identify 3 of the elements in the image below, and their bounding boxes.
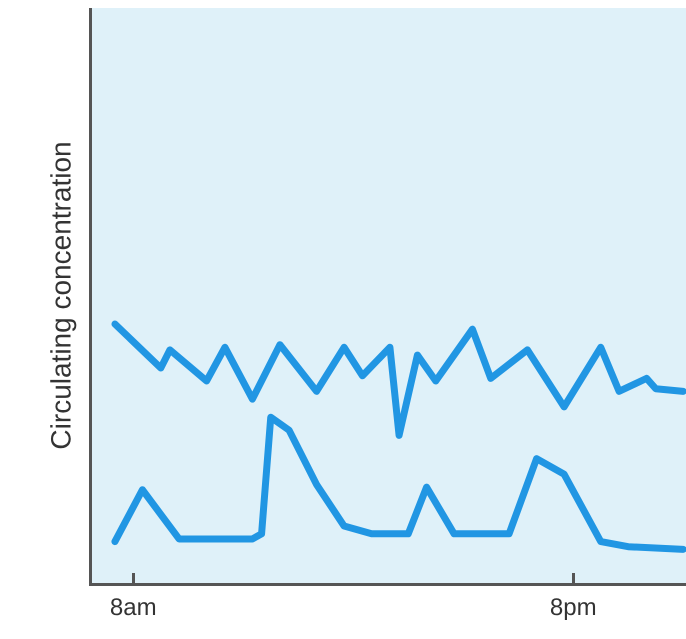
x-tick-label: 8pm	[550, 594, 597, 621]
y-axis-title: Circulating concentration	[46, 141, 77, 450]
x-tick-label: 8am	[110, 594, 157, 621]
